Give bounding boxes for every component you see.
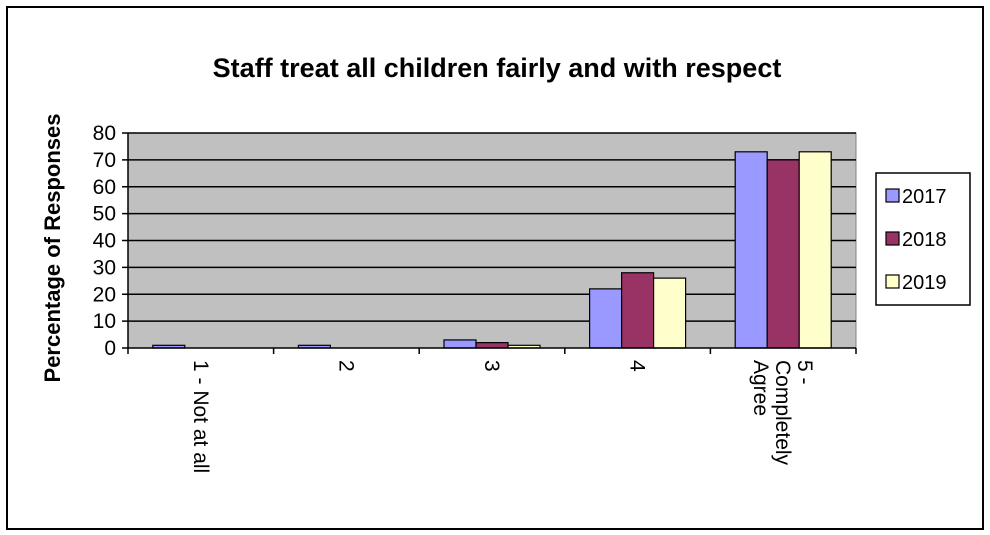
x-category-label-line: Completely	[771, 360, 794, 466]
axes	[122, 132, 857, 354]
x-category-label: 1 - Not at all	[189, 360, 212, 473]
chart-title: Staff treat all children fairly and with…	[213, 53, 782, 83]
bar-2017	[443, 339, 477, 349]
y-tick-label: 20	[93, 283, 116, 306]
x-category-label-line: 5 -	[793, 360, 816, 385]
x-category-label: 2	[334, 360, 357, 372]
y-tick-label: 40	[93, 230, 116, 253]
x-category-label: 4	[626, 360, 649, 372]
x-category-label-line: 2	[334, 360, 357, 372]
bar-2019	[652, 277, 687, 349]
legend-label: 2019	[902, 272, 947, 294]
bar-2018	[620, 272, 655, 349]
legend-label: 2018	[902, 229, 947, 251]
bar-2017	[734, 151, 768, 349]
y-tick-label: 10	[93, 310, 116, 333]
y-tick-label: 30	[93, 256, 116, 279]
y-tick-label: 80	[93, 122, 116, 145]
legend-swatch-2018	[885, 231, 900, 246]
x-category-label-line: 1 - Not at all	[189, 360, 212, 473]
x-category-label: 3	[480, 360, 503, 372]
legend-label: 2017	[902, 186, 947, 208]
y-tick-labels: 0 10 20 30 40 50 60 70 80	[93, 122, 116, 360]
bar-2018	[766, 159, 800, 349]
y-axis-title: Percentage of Responses	[40, 114, 65, 383]
bars	[152, 151, 832, 349]
legend-swatch-2017	[885, 188, 900, 203]
bar-2018	[475, 342, 509, 349]
y-tick-label: 70	[93, 149, 116, 172]
x-category-label-line: Agree	[749, 360, 772, 416]
x-category-label-line: 4	[626, 360, 649, 372]
y-tick-label: 50	[93, 203, 116, 226]
legend-swatch-2019	[885, 274, 900, 289]
legend: 2017 2018 2019	[875, 172, 971, 306]
y-tick-label: 60	[93, 176, 116, 199]
y-tick-label: 0	[104, 337, 116, 360]
x-category-label-line: 3	[480, 360, 503, 372]
bar-2017	[588, 288, 623, 349]
bar-2019	[798, 151, 832, 349]
